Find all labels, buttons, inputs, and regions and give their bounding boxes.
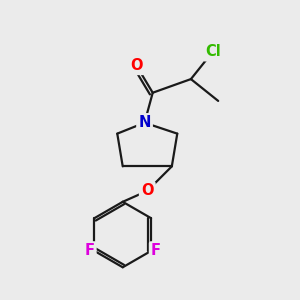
Text: F: F bbox=[151, 243, 161, 258]
Text: O: O bbox=[141, 183, 154, 198]
Text: N: N bbox=[138, 115, 151, 130]
Text: O: O bbox=[130, 58, 142, 73]
Text: Cl: Cl bbox=[205, 44, 220, 59]
Text: F: F bbox=[85, 243, 94, 258]
